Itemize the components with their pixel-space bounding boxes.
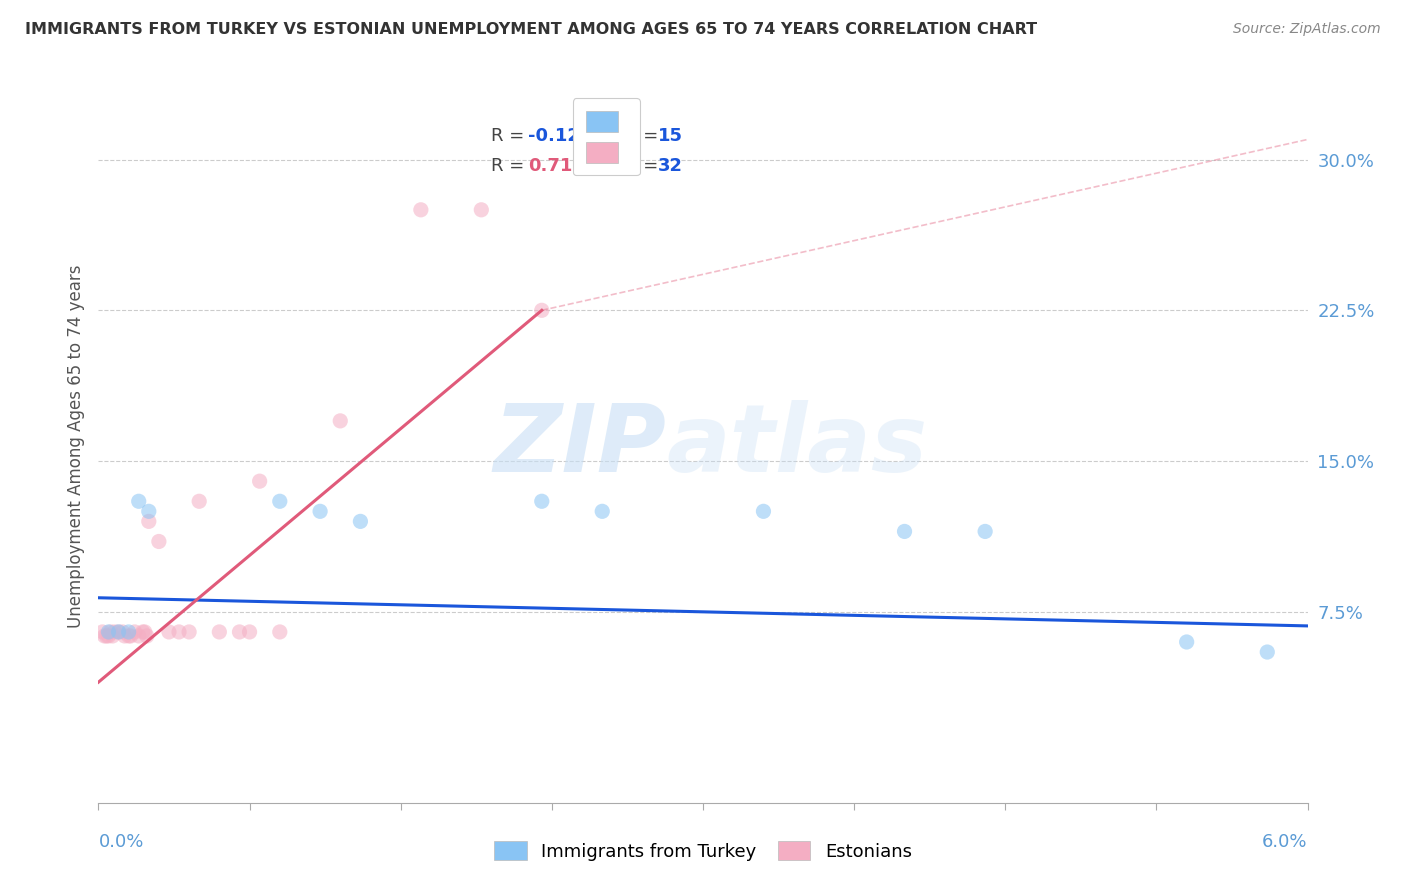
Point [124,624,146,639]
Text: 32: 32 [658,157,683,175]
Text: IMMIGRANTS FROM TURKEY VS ESTONIAN UNEMPLOYMENT AMONG AGES 65 TO 74 YEARS CORREL: IMMIGRANTS FROM TURKEY VS ESTONIAN UNEMP… [25,22,1038,37]
Text: ZIP: ZIP [494,400,666,492]
Text: N =: N = [624,157,665,175]
Point [111,624,134,639]
Point [1256,645,1278,659]
Point [128,629,150,643]
Point [134,624,156,639]
Text: 15: 15 [658,127,683,145]
Point [138,515,160,529]
Point [97,629,120,643]
Point [228,624,250,639]
Text: N =: N = [624,127,665,145]
Point [118,629,141,643]
Legend: , : , [572,98,640,175]
Point [188,494,211,508]
Point [157,624,180,639]
Point [167,624,190,639]
Point [349,515,371,529]
Point [96,629,118,643]
Point [208,624,231,639]
Point [100,624,122,639]
Y-axis label: Unemployment Among Ages 65 to 74 years: Unemployment Among Ages 65 to 74 years [66,264,84,628]
Point [148,534,170,549]
Point [530,303,553,318]
Point [309,504,332,518]
Text: 0.0%: 0.0% [98,833,143,851]
Point [329,414,352,428]
Point [107,624,129,639]
Text: R =: R = [492,157,530,175]
Point [893,524,915,539]
Point [97,624,120,639]
Point [409,202,432,217]
Point [101,629,124,643]
Point [470,202,492,217]
Point [128,494,150,508]
Point [114,629,136,643]
Point [1175,635,1198,649]
Point [269,624,291,639]
Point [530,494,553,508]
Text: 0.715: 0.715 [527,157,585,175]
Point [118,624,141,639]
Point [91,624,114,639]
Point [103,624,125,639]
Point [179,624,201,639]
Text: R =: R = [492,127,530,145]
Text: atlas: atlas [666,400,928,492]
Point [249,474,271,488]
Text: 6.0%: 6.0% [1263,833,1308,851]
Point [974,524,997,539]
Point [132,624,155,639]
Legend: Immigrants from Turkey, Estonians: Immigrants from Turkey, Estonians [485,832,921,870]
Point [135,629,157,643]
Point [239,624,262,639]
Point [752,504,775,518]
Point [269,494,291,508]
Point [93,629,115,643]
Text: -0.122: -0.122 [527,127,592,145]
Point [591,504,613,518]
Point [138,504,160,518]
Point [120,629,142,643]
Text: Source: ZipAtlas.com: Source: ZipAtlas.com [1233,22,1381,37]
Point [107,624,129,639]
